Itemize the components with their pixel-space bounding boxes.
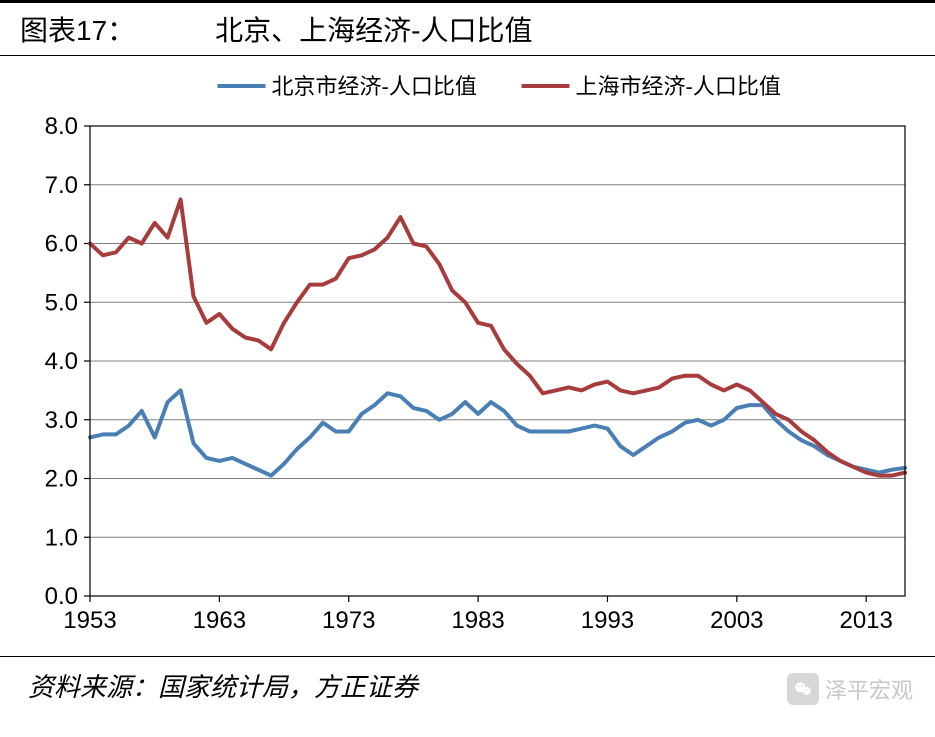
svg-text:2.0: 2.0 bbox=[45, 466, 78, 493]
svg-text:1963: 1963 bbox=[193, 607, 246, 634]
chart-header: 图表17： 北京、上海经济-人口比值 bbox=[0, 0, 935, 56]
svg-text:1.0: 1.0 bbox=[45, 524, 78, 551]
svg-text:2003: 2003 bbox=[710, 607, 763, 634]
svg-text:1993: 1993 bbox=[581, 607, 634, 634]
line-chart: 0.0 1.0 2.0 3.0 4.0 5.0 6.0 7.0 8.0 1953 1963 1973 1… bbox=[0, 56, 935, 656]
wechat-icon bbox=[787, 673, 819, 705]
chart-container: 0.0 1.0 2.0 3.0 4.0 5.0 6.0 7.0 8.0 1953 1963 1973 1… bbox=[0, 56, 935, 656]
series-shanghai bbox=[90, 199, 905, 475]
svg-text:1973: 1973 bbox=[322, 607, 375, 634]
svg-text:5.0: 5.0 bbox=[45, 289, 78, 316]
svg-text:7.0: 7.0 bbox=[45, 172, 78, 199]
svg-text:3.0: 3.0 bbox=[45, 407, 78, 434]
svg-text:北京市经济-人口比值: 北京市经济-人口比值 bbox=[272, 74, 477, 99]
chart-number-label: 图表17： bbox=[20, 9, 135, 49]
watermark: 泽平宏观 bbox=[787, 673, 913, 705]
watermark-text: 泽平宏观 bbox=[825, 673, 913, 705]
svg-text:8.0: 8.0 bbox=[45, 113, 78, 140]
svg-text:上海市经济-人口比值: 上海市经济-人口比值 bbox=[576, 74, 781, 99]
svg-text:1953: 1953 bbox=[63, 607, 116, 634]
svg-text:4.0: 4.0 bbox=[45, 348, 78, 375]
svg-text:2013: 2013 bbox=[839, 607, 892, 634]
series-beijing bbox=[90, 390, 905, 475]
svg-text:1983: 1983 bbox=[451, 607, 504, 634]
svg-text:0.0: 0.0 bbox=[45, 583, 78, 610]
chart-title: 北京、上海经济-人口比值 bbox=[195, 9, 915, 49]
svg-text:6.0: 6.0 bbox=[45, 231, 78, 258]
